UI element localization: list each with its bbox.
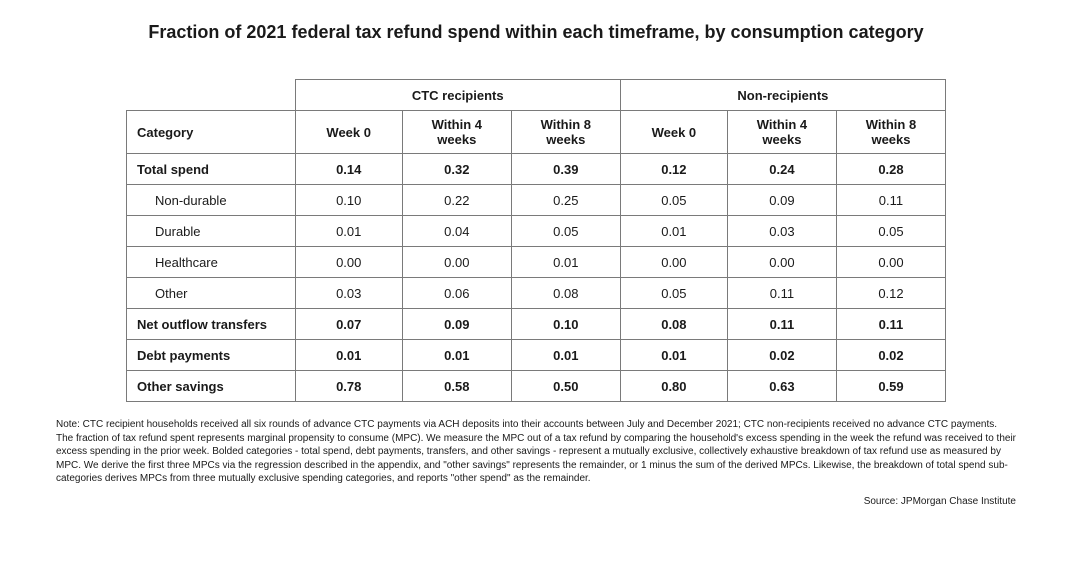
cell-value: 0.01 xyxy=(295,216,402,247)
table-row: Other0.030.060.080.050.110.12 xyxy=(127,278,946,309)
page-title: Fraction of 2021 federal tax refund spen… xyxy=(44,22,1028,43)
refund-spend-table: CTC recipients Non-recipients Category W… xyxy=(126,79,946,402)
group-header-nonrecip: Non-recipients xyxy=(620,80,945,111)
category-header: Category xyxy=(127,111,296,154)
group-header-ctc: CTC recipients xyxy=(295,80,620,111)
cell-value: 0.05 xyxy=(620,278,727,309)
row-label: Other xyxy=(127,278,296,309)
cell-value: 0.03 xyxy=(727,216,836,247)
footnote: Note: CTC recipient households received … xyxy=(56,418,1016,486)
cell-value: 0.58 xyxy=(402,371,511,402)
row-label: Healthcare xyxy=(127,247,296,278)
table-row: Debt payments0.010.010.010.010.020.02 xyxy=(127,340,946,371)
row-label: Net outflow transfers xyxy=(127,309,296,340)
cell-value: 0.39 xyxy=(511,154,620,185)
cell-value: 0.08 xyxy=(620,309,727,340)
col-within4-a: Within 4 weeks xyxy=(402,111,511,154)
cell-value: 0.04 xyxy=(402,216,511,247)
cell-value: 0.12 xyxy=(620,154,727,185)
table-row: Other savings0.780.580.500.800.630.59 xyxy=(127,371,946,402)
cell-value: 0.00 xyxy=(620,247,727,278)
cell-value: 0.11 xyxy=(727,309,836,340)
cell-value: 0.03 xyxy=(295,278,402,309)
cell-value: 0.50 xyxy=(511,371,620,402)
row-label: Durable xyxy=(127,216,296,247)
cell-value: 0.11 xyxy=(727,278,836,309)
cell-value: 0.63 xyxy=(727,371,836,402)
cell-value: 0.06 xyxy=(402,278,511,309)
cell-value: 0.80 xyxy=(620,371,727,402)
cell-value: 0.11 xyxy=(836,185,945,216)
cell-value: 0.01 xyxy=(511,340,620,371)
table-row: Non-durable0.100.220.250.050.090.11 xyxy=(127,185,946,216)
table-body: Total spend0.140.320.390.120.240.28Non-d… xyxy=(127,154,946,402)
cell-value: 0.01 xyxy=(620,216,727,247)
cell-value: 0.24 xyxy=(727,154,836,185)
table-row: Healthcare0.000.000.010.000.000.00 xyxy=(127,247,946,278)
table-row: Net outflow transfers0.070.090.100.080.1… xyxy=(127,309,946,340)
cell-value: 0.08 xyxy=(511,278,620,309)
col-within4-b: Within 4 weeks xyxy=(727,111,836,154)
row-label: Total spend xyxy=(127,154,296,185)
cell-value: 0.01 xyxy=(620,340,727,371)
cell-value: 0.11 xyxy=(836,309,945,340)
cell-value: 0.05 xyxy=(511,216,620,247)
source-line: Source: JPMorgan Chase Institute xyxy=(56,496,1016,507)
cell-value: 0.00 xyxy=(727,247,836,278)
row-label: Debt payments xyxy=(127,340,296,371)
row-label: Non-durable xyxy=(127,185,296,216)
cell-value: 0.32 xyxy=(402,154,511,185)
group-header-row: CTC recipients Non-recipients xyxy=(127,80,946,111)
table-row: Total spend0.140.320.390.120.240.28 xyxy=(127,154,946,185)
cell-value: 0.28 xyxy=(836,154,945,185)
cell-value: 0.00 xyxy=(836,247,945,278)
col-week0-b: Week 0 xyxy=(620,111,727,154)
blank-corner xyxy=(127,80,296,111)
cell-value: 0.09 xyxy=(727,185,836,216)
cell-value: 0.78 xyxy=(295,371,402,402)
cell-value: 0.59 xyxy=(836,371,945,402)
cell-value: 0.02 xyxy=(836,340,945,371)
sub-header-row: Category Week 0 Within 4 weeks Within 8 … xyxy=(127,111,946,154)
cell-value: 0.01 xyxy=(511,247,620,278)
cell-value: 0.07 xyxy=(295,309,402,340)
cell-value: 0.22 xyxy=(402,185,511,216)
cell-value: 0.25 xyxy=(511,185,620,216)
cell-value: 0.05 xyxy=(836,216,945,247)
cell-value: 0.01 xyxy=(295,340,402,371)
table-row: Durable0.010.040.050.010.030.05 xyxy=(127,216,946,247)
cell-value: 0.02 xyxy=(727,340,836,371)
cell-value: 0.01 xyxy=(402,340,511,371)
cell-value: 0.00 xyxy=(295,247,402,278)
cell-value: 0.00 xyxy=(402,247,511,278)
col-within8-a: Within 8 weeks xyxy=(511,111,620,154)
col-within8-b: Within 8 weeks xyxy=(836,111,945,154)
cell-value: 0.09 xyxy=(402,309,511,340)
cell-value: 0.05 xyxy=(620,185,727,216)
col-week0-a: Week 0 xyxy=(295,111,402,154)
row-label: Other savings xyxy=(127,371,296,402)
cell-value: 0.14 xyxy=(295,154,402,185)
cell-value: 0.10 xyxy=(511,309,620,340)
cell-value: 0.12 xyxy=(836,278,945,309)
cell-value: 0.10 xyxy=(295,185,402,216)
